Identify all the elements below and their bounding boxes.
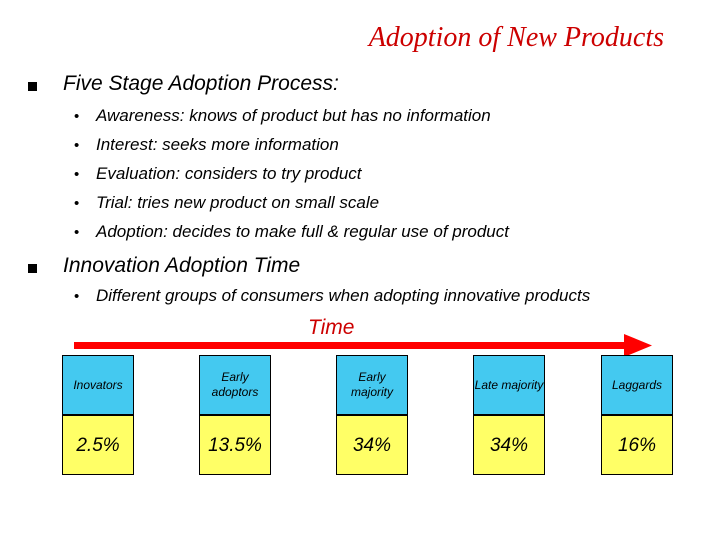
section-heading-five-stage: Five Stage Adoption Process: — [63, 72, 339, 95]
bullet-icon: • — [74, 137, 80, 154]
group-box-innovators: Inovators — [62, 355, 134, 415]
group-box-laggards: Laggards — [601, 355, 673, 415]
time-arrow-icon — [74, 334, 652, 357]
bullet-icon: • — [74, 195, 80, 212]
list-item-adoption: Adoption: decides to make full & regular… — [96, 222, 509, 241]
group-box-late-majority: Late majority — [473, 355, 545, 415]
time-label: Time — [308, 316, 355, 339]
slide-title: Adoption of New Products — [368, 22, 664, 53]
group-box-early-majority: Early majority — [336, 355, 408, 415]
list-item-interest: Interest: seeks more information — [96, 135, 339, 154]
percent-box-innovators: 2.5% — [62, 415, 134, 475]
percent-box-late-majority: 34% — [473, 415, 545, 475]
bullet-icon: • — [74, 288, 80, 305]
bullet-icon: • — [74, 166, 80, 183]
list-item-trial: Trial: tries new product on small scale — [96, 193, 380, 212]
percent-box-laggards: 16% — [601, 415, 673, 475]
list-item-awareness: Awareness: knows of product but has no i… — [96, 106, 491, 125]
section-heading-innovation: Innovation Adoption Time — [63, 254, 301, 277]
bullet-icon: • — [74, 224, 80, 241]
group-box-early-adopters: Early adoptors — [199, 355, 271, 415]
list-item-different-groups: Different groups of consumers when adopt… — [96, 286, 591, 305]
list-item-evaluation: Evaluation: considers to try product — [96, 164, 362, 183]
square-bullet-icon — [28, 264, 37, 273]
square-bullet-icon — [28, 82, 37, 91]
bullet-icon: • — [74, 108, 80, 125]
percent-box-early-adopters: 13.5% — [199, 415, 271, 475]
percent-box-early-majority: 34% — [336, 415, 408, 475]
